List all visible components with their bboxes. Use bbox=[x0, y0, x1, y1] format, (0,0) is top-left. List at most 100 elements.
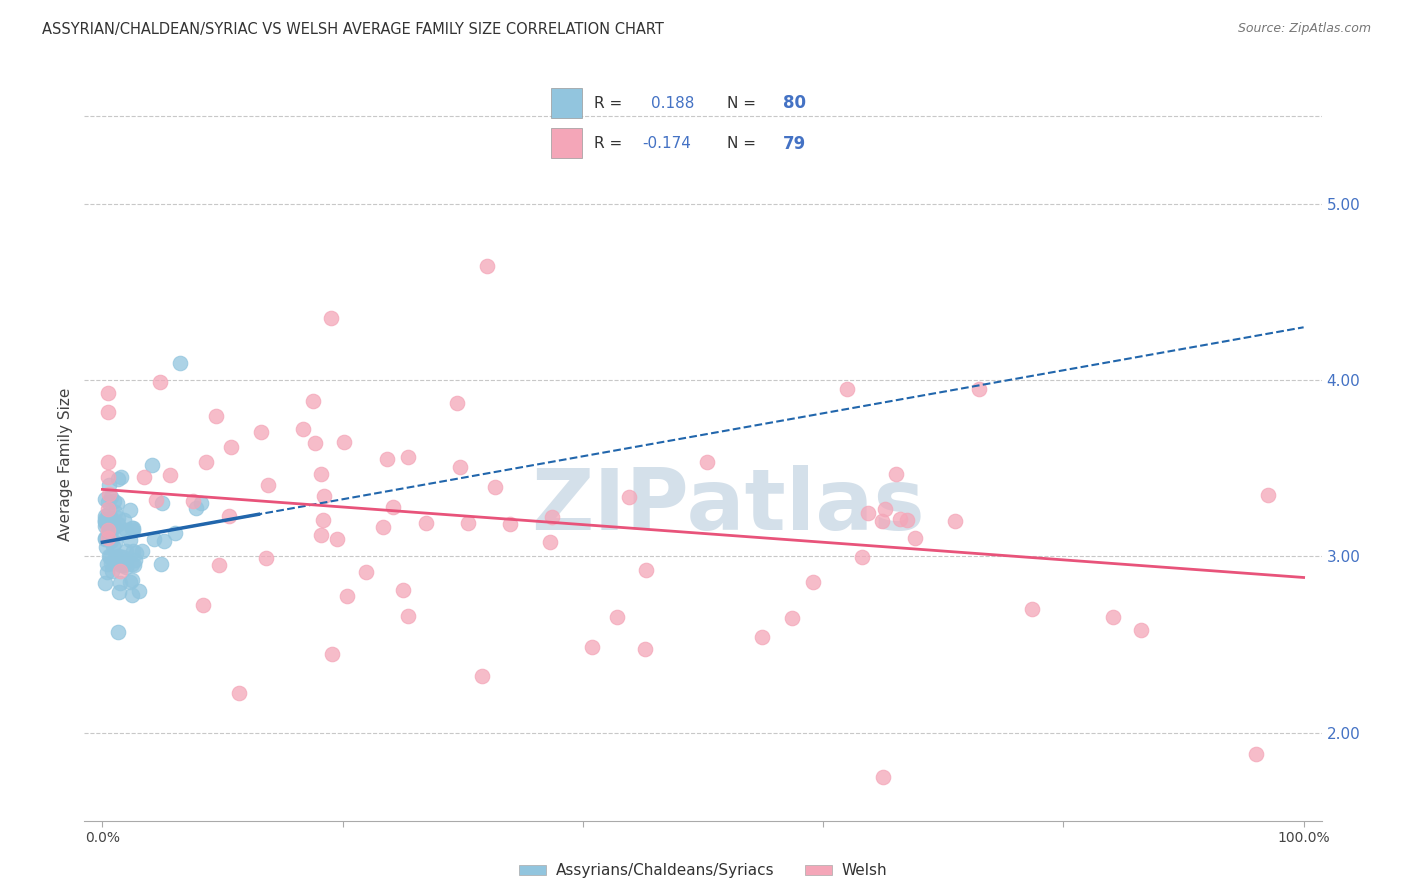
Point bbox=[100, 556, 122, 570]
Point bbox=[319, 311, 342, 326]
Point bbox=[449, 459, 471, 474]
Point bbox=[837, 382, 859, 396]
Point bbox=[484, 480, 506, 494]
Point bbox=[125, 546, 148, 560]
Point bbox=[186, 500, 208, 515]
Point bbox=[204, 409, 226, 423]
Point bbox=[94, 531, 117, 545]
Point bbox=[98, 522, 121, 536]
Point bbox=[122, 521, 145, 535]
Point bbox=[354, 565, 377, 579]
Point bbox=[375, 452, 398, 467]
Point bbox=[1244, 747, 1267, 761]
Point bbox=[121, 557, 143, 571]
Y-axis label: Average Family Size: Average Family Size bbox=[58, 387, 73, 541]
Point bbox=[541, 509, 564, 524]
Point bbox=[150, 557, 173, 571]
Point bbox=[191, 598, 214, 612]
Point bbox=[94, 575, 117, 590]
Text: R =: R = bbox=[593, 95, 627, 111]
Text: 79: 79 bbox=[783, 135, 806, 153]
Point bbox=[115, 524, 138, 538]
Point bbox=[169, 355, 191, 369]
Point bbox=[150, 496, 173, 510]
Point bbox=[120, 503, 142, 517]
Text: 80: 80 bbox=[783, 95, 806, 112]
Point bbox=[98, 550, 121, 565]
Point bbox=[104, 551, 127, 566]
Point bbox=[143, 532, 166, 546]
Point bbox=[98, 529, 121, 543]
Point bbox=[122, 544, 145, 558]
Point bbox=[381, 500, 404, 515]
Point bbox=[107, 472, 129, 486]
Point bbox=[304, 435, 326, 450]
Point bbox=[107, 524, 129, 539]
Point bbox=[1021, 602, 1043, 616]
Point bbox=[100, 513, 122, 527]
Point bbox=[128, 584, 150, 599]
Point bbox=[112, 514, 135, 528]
Text: N =: N = bbox=[727, 95, 761, 111]
Point bbox=[101, 539, 124, 553]
Point bbox=[751, 630, 773, 644]
Point bbox=[219, 440, 242, 454]
Point bbox=[97, 495, 120, 509]
Point bbox=[1257, 488, 1279, 502]
Point bbox=[780, 611, 803, 625]
Point bbox=[107, 549, 129, 563]
Point bbox=[100, 490, 122, 504]
Point bbox=[97, 478, 120, 492]
Point bbox=[94, 511, 117, 525]
Bar bbox=[551, 128, 582, 158]
Point bbox=[114, 555, 136, 569]
Point bbox=[884, 467, 907, 482]
Point bbox=[373, 520, 395, 534]
Point bbox=[475, 259, 498, 273]
Point bbox=[108, 565, 131, 579]
Point bbox=[396, 609, 419, 624]
Point bbox=[696, 454, 718, 468]
Point bbox=[97, 487, 120, 501]
Point bbox=[165, 525, 187, 540]
Point bbox=[108, 554, 131, 568]
Point bbox=[851, 549, 873, 564]
Point bbox=[872, 770, 894, 784]
Point bbox=[94, 519, 117, 533]
Text: -0.174: -0.174 bbox=[643, 136, 690, 152]
Point bbox=[904, 532, 927, 546]
Point bbox=[94, 515, 117, 529]
Point bbox=[104, 505, 127, 519]
Point bbox=[124, 553, 146, 567]
Point bbox=[108, 556, 131, 570]
Point bbox=[228, 686, 250, 700]
Point bbox=[606, 610, 628, 624]
Point bbox=[870, 514, 893, 528]
Text: ASSYRIAN/CHALDEAN/SYRIAC VS WELSH AVERAGE FAMILY SIZE CORRELATION CHART: ASSYRIAN/CHALDEAN/SYRIAC VS WELSH AVERAG… bbox=[42, 22, 664, 37]
Point bbox=[190, 496, 212, 510]
Point bbox=[302, 394, 325, 409]
Point bbox=[112, 550, 135, 565]
Point bbox=[311, 513, 333, 527]
Point bbox=[115, 559, 138, 574]
Point bbox=[96, 566, 118, 580]
Point bbox=[110, 575, 132, 590]
Point bbox=[105, 496, 128, 510]
Point bbox=[97, 502, 120, 516]
Text: ZIPatlas: ZIPatlas bbox=[531, 465, 925, 549]
Point bbox=[122, 523, 145, 537]
Point bbox=[112, 558, 135, 572]
Point bbox=[98, 549, 121, 564]
Point bbox=[121, 574, 143, 588]
Point bbox=[321, 647, 343, 661]
Point bbox=[110, 470, 132, 484]
Point bbox=[103, 494, 125, 508]
Point bbox=[94, 492, 117, 507]
Point bbox=[97, 507, 120, 521]
Point bbox=[945, 515, 967, 529]
Point bbox=[392, 582, 415, 597]
Point bbox=[446, 396, 468, 410]
Point bbox=[145, 492, 167, 507]
Point bbox=[415, 516, 437, 531]
Point bbox=[254, 551, 277, 566]
